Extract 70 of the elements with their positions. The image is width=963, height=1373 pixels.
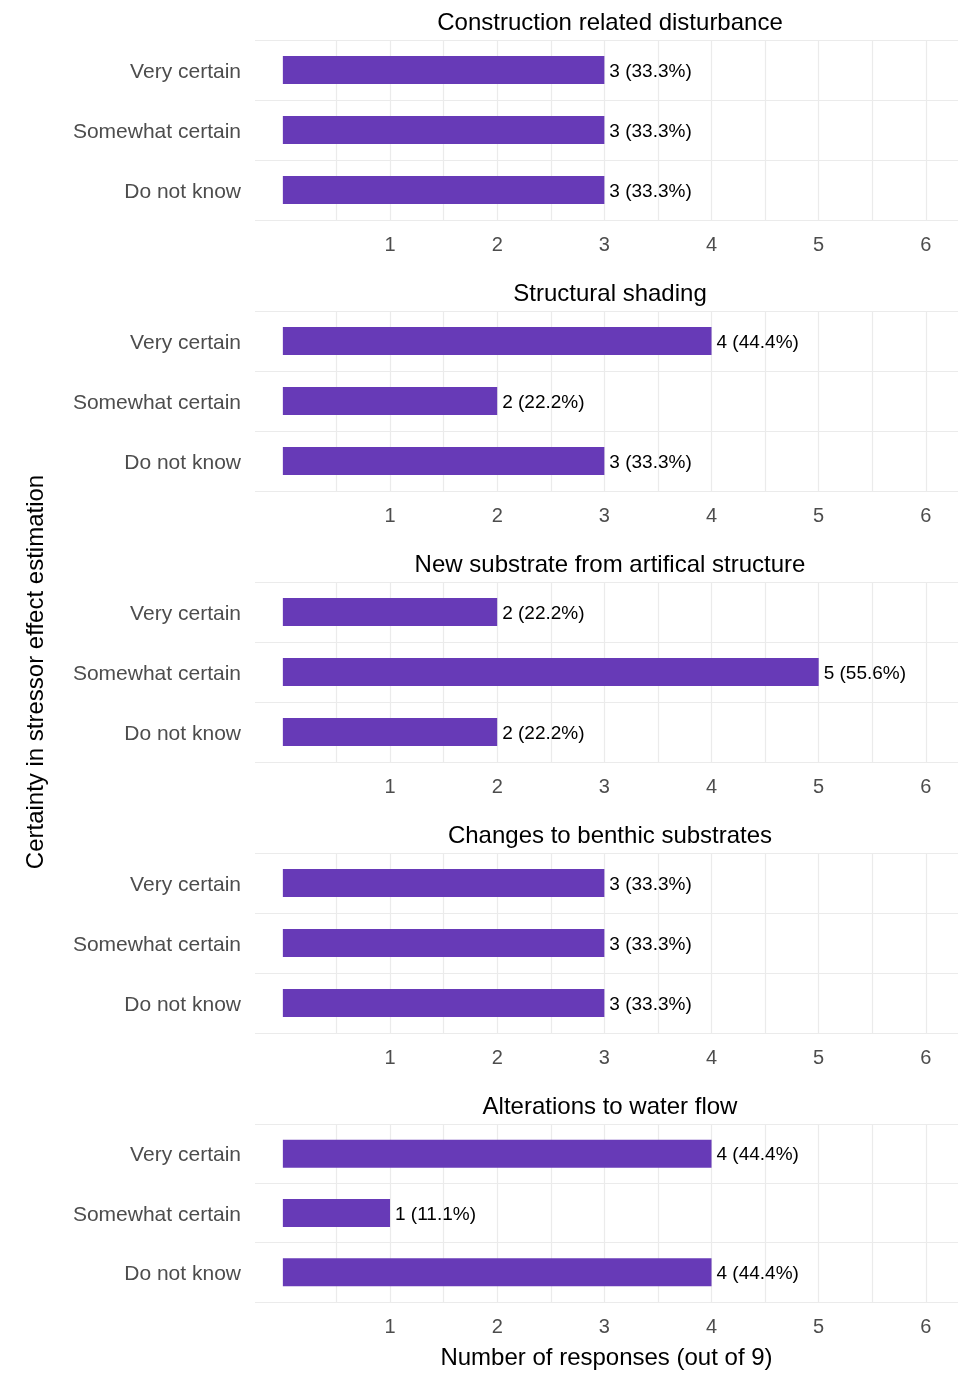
x-tick-label: 1 — [384, 1315, 396, 1337]
x-tick-label: 3 — [598, 1315, 610, 1337]
chart-title: Changes to benthic substrates — [447, 820, 773, 848]
bar — [282, 387, 498, 415]
y-tick-label: Somewhat certain — [72, 660, 241, 684]
x-tick-label: 5 — [813, 233, 825, 255]
x-tick-label: 4 — [705, 775, 718, 797]
y-tick-label: Do not know — [124, 991, 242, 1015]
x-tick-label: 6 — [920, 775, 932, 797]
x-tick-label: 6 — [920, 1046, 932, 1068]
data-label: 4 (44.4%) — [716, 1261, 799, 1283]
x-tick-label: 1 — [384, 233, 396, 255]
x-tick-label: 3 — [598, 775, 610, 797]
bar — [282, 447, 605, 475]
data-label: 3 (33.3%) — [609, 59, 692, 81]
x-tick-label: 1 — [384, 775, 396, 797]
y-tick-label: Do not know — [124, 178, 242, 202]
x-tick-label: 1 — [384, 1046, 396, 1068]
x-tick-label: 5 — [813, 1046, 825, 1068]
y-tick-label: Very certain — [130, 1142, 241, 1166]
data-label: 5 (55.6%) — [823, 661, 907, 683]
y-tick-label: Somewhat certain — [72, 1201, 241, 1225]
chart-title: New substrate from artifical structure — [414, 549, 806, 577]
y-tick-label: Somewhat certain — [72, 389, 241, 413]
y-tick-label: Do not know — [124, 1260, 242, 1284]
y-tick-label: Very certain — [130, 600, 241, 624]
x-tick-label: 6 — [920, 1315, 932, 1337]
x-tick-label: 5 — [813, 775, 825, 797]
data-label: 2 (22.2%) — [502, 390, 585, 412]
data-label: 1 (11.1%) — [395, 1202, 476, 1224]
x-tick-label: 1 — [384, 504, 396, 526]
y-tick-label: Do not know — [124, 720, 242, 744]
data-label: 2 (22.2%) — [502, 601, 585, 623]
y-axis-title: Certainty in stressor effect estimation — [21, 474, 49, 870]
y-tick-label: Very certain — [130, 329, 241, 353]
data-label: 2 (22.2%) — [502, 721, 585, 743]
chart-title: Structural shading — [513, 278, 707, 306]
x-tick-label: 2 — [491, 233, 503, 255]
data-label: 3 (33.3%) — [609, 179, 692, 201]
x-tick-label: 2 — [491, 775, 503, 797]
y-tick-label: Do not know — [124, 449, 242, 473]
data-label: 3 (33.3%) — [609, 992, 692, 1014]
x-tick-label: 3 — [598, 233, 610, 255]
x-tick-label: 5 — [813, 504, 825, 526]
x-tick-label: 4 — [705, 1046, 718, 1068]
x-tick-label: 3 — [598, 1046, 610, 1068]
data-label: 4 (44.4%) — [716, 1143, 799, 1165]
chart-title: Alterations to water flow — [482, 1091, 739, 1119]
data-label: 3 (33.3%) — [609, 872, 692, 894]
x-tick-label: 6 — [920, 233, 932, 255]
x-tick-label: 4 — [705, 1315, 718, 1337]
x-tick-label: 2 — [491, 1046, 503, 1068]
x-tick-label: 2 — [491, 504, 503, 526]
x-tick-label: 4 — [705, 504, 718, 526]
y-tick-label: Very certain — [130, 871, 241, 895]
x-tick-label: 6 — [920, 504, 932, 526]
bar — [282, 327, 712, 355]
x-tick-label: 2 — [491, 1315, 503, 1337]
data-label: 3 (33.3%) — [609, 119, 692, 141]
x-tick-label: 5 — [813, 1315, 825, 1337]
x-tick-label: 4 — [705, 233, 718, 255]
data-label: 4 (44.4%) — [716, 330, 799, 352]
data-label: 3 (33.3%) — [609, 450, 692, 472]
y-tick-label: Very certain — [130, 58, 241, 82]
x-axis-title: Number of responses (out of 9) — [440, 1342, 773, 1370]
data-label: 3 (33.3%) — [609, 932, 692, 954]
y-tick-label: Somewhat certain — [72, 931, 241, 955]
x-tick-label: 3 — [598, 504, 610, 526]
y-tick-label: Somewhat certain — [72, 118, 241, 142]
chart-title: Construction related disturbance — [437, 7, 783, 35]
